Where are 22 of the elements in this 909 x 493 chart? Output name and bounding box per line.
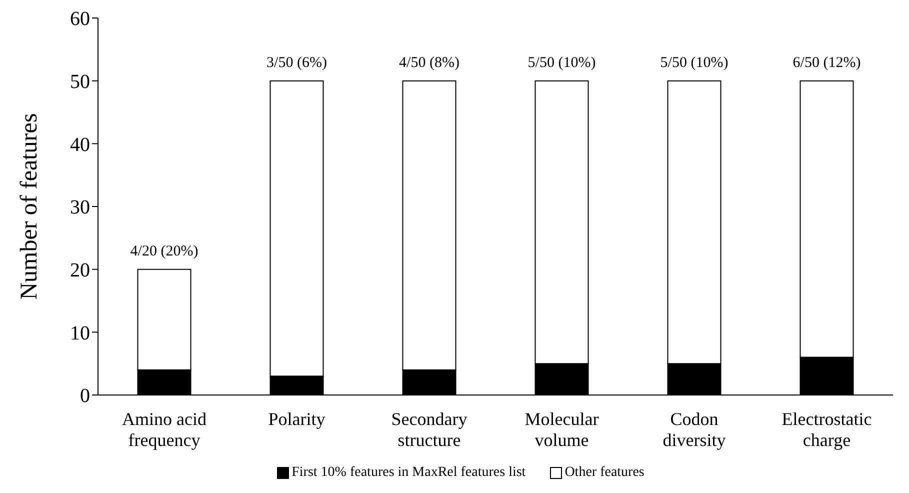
total-label: 4/50 (8%): [399, 54, 460, 71]
total-label: 3/50 (6%): [266, 54, 327, 71]
x-tick-label: Amino acid frequency: [122, 409, 206, 450]
total-label: 5/50 (10%): [528, 54, 596, 71]
y-axis-title: Number of features: [16, 113, 43, 300]
total-label: 6/50 (12%): [792, 54, 861, 71]
y-tick-label: 20: [70, 259, 90, 282]
x-tick-label: Polarity: [268, 409, 326, 429]
x-tick-label: Codon diversity: [662, 409, 726, 450]
x-tick-label: Electrostatic charge: [782, 409, 872, 450]
legend-label: Other features: [564, 465, 644, 481]
y-tick-label: 10: [70, 322, 90, 344]
y-tick-label: 40: [70, 134, 90, 156]
total-label: 5/50 (10%): [660, 54, 728, 71]
x-tick-label: Secondary structure: [391, 409, 468, 450]
y-tick-label: 30: [70, 196, 90, 219]
y-tick-label: 60: [70, 8, 90, 30]
y-tick-label: 0: [80, 385, 90, 408]
y-tick-label: 50: [70, 70, 90, 93]
x-tick-label: Molecular volume: [524, 409, 599, 450]
total-label: 4/20 (20%): [130, 243, 198, 260]
legend-label: First 10% features in MaxRel features list: [290, 465, 526, 481]
